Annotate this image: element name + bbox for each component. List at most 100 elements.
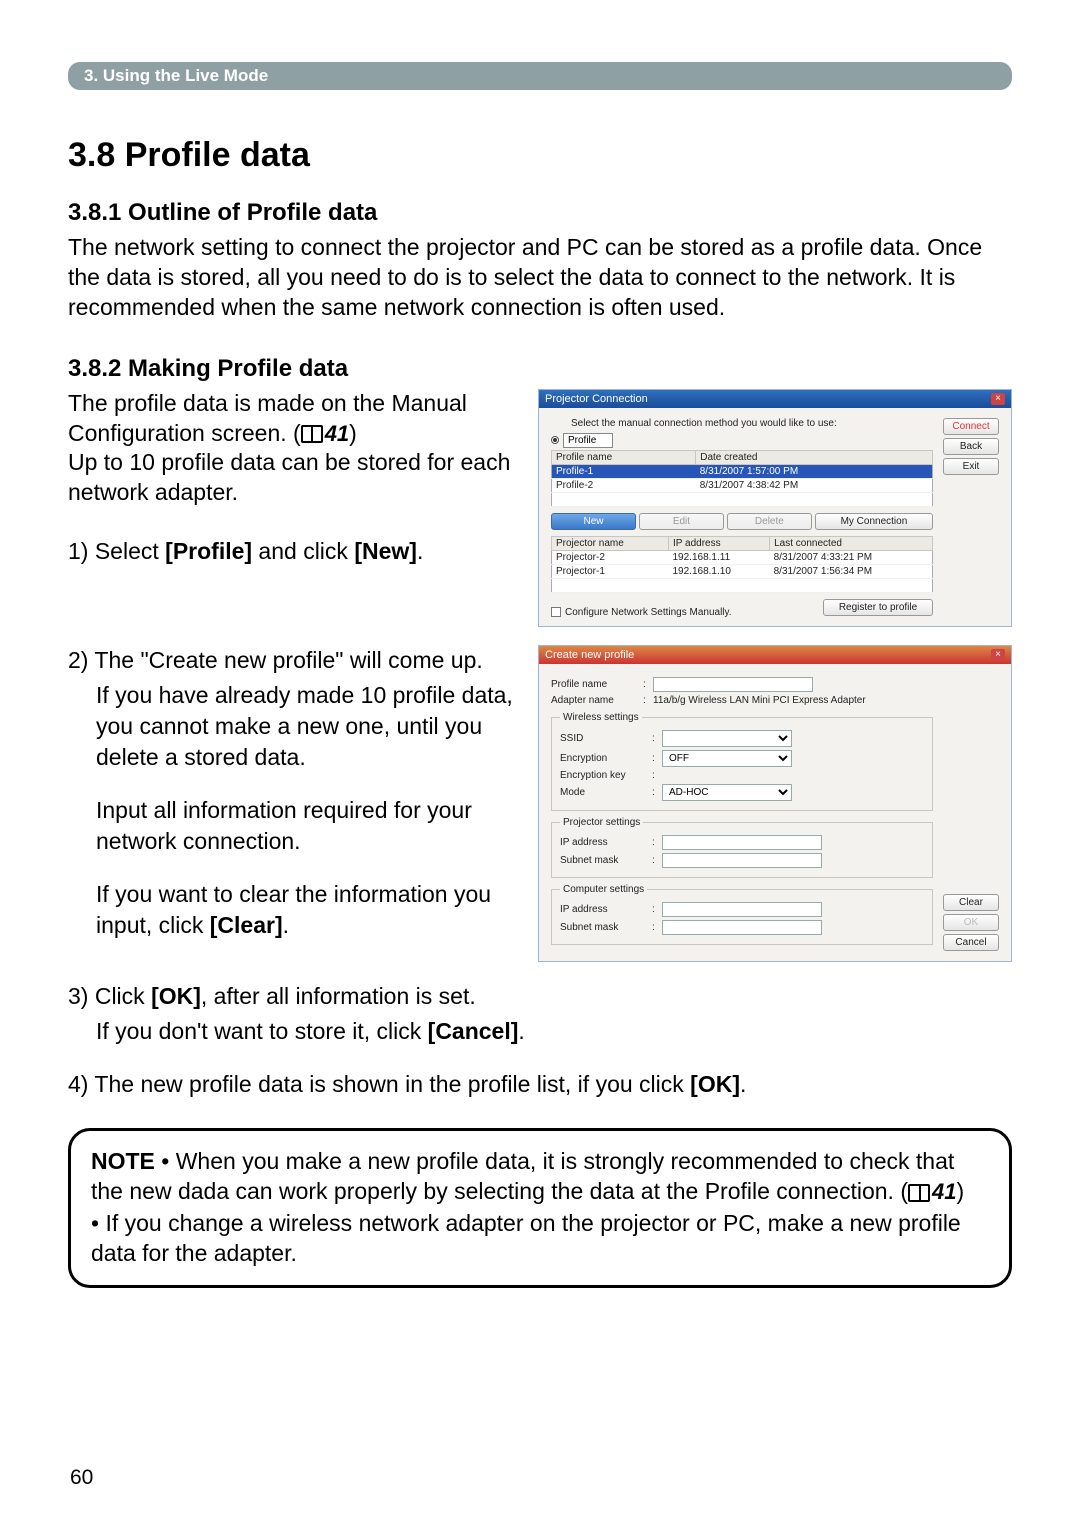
connect-button[interactable]: Connect <box>943 418 999 435</box>
step3-c: , after all information is set. <box>201 983 476 1009</box>
check-label: Configure Network Settings Manually. <box>565 607 732 618</box>
projector-connection-dialog: Projector Connection × Select the manual… <box>538 389 1012 627</box>
comp-ip-input[interactable] <box>662 902 822 917</box>
mode-select[interactable]: AD-HOC <box>662 784 792 801</box>
lbl-enc-key: Encryption key <box>560 770 652 781</box>
table-row[interactable]: Projector-2192.168.1.118/31/2007 4:33:21… <box>552 550 933 564</box>
lbl-ip2: IP address <box>560 904 652 915</box>
proj-subnet-input[interactable] <box>662 853 822 868</box>
dialog1-titlebar: Projector Connection × <box>539 390 1011 408</box>
table-row[interactable]: Profile-18/31/2007 1:57:00 PM <box>552 464 933 478</box>
step1-post: . <box>417 538 423 564</box>
legend-computer: Computer settings <box>560 884 647 895</box>
step3-d: If you don't want to store it, click <box>96 1018 428 1044</box>
step-2: 2) The "Create new profile" will come up… <box>68 645 520 941</box>
cell: 192.168.1.11 <box>669 550 770 564</box>
my-connection-button[interactable]: My Connection <box>815 513 933 530</box>
section-title: 3.8 Profile data <box>68 136 1012 175</box>
create-profile-dialog: Create new profile × Profile name: Adapt… <box>538 645 1012 962</box>
ssid-select[interactable] <box>662 730 792 747</box>
note-text2: • If you change a wireless network adapt… <box>91 1209 989 1269</box>
new-button[interactable]: New <box>551 513 636 530</box>
step-4: 4) The new profile data is shown in the … <box>68 1069 1012 1100</box>
dialog2-title: Create new profile <box>545 649 634 661</box>
computer-group: Computer settings IP address: Subnet mas… <box>551 884 933 945</box>
dialog1-instruction: Select the manual connection method you … <box>571 418 933 429</box>
ref-41: 41 <box>325 421 349 446</box>
cell: Profile-2 <box>552 478 696 492</box>
col-last-connected: Last connected <box>770 536 933 550</box>
proj-ip-input[interactable] <box>662 835 822 850</box>
lbl-subnet: Subnet mask <box>560 855 652 866</box>
step4-a: 4) The new profile data is shown in the … <box>68 1071 690 1097</box>
ref-41b: 41 <box>932 1179 956 1204</box>
profile-input[interactable] <box>563 433 613 448</box>
step2-line1: 2) The "Create new profile" will come up… <box>68 645 520 676</box>
book-icon <box>301 425 323 443</box>
clear-button[interactable]: Clear <box>943 894 999 911</box>
step-3: 3) Click [OK], after all information is … <box>68 981 1012 1047</box>
dialog2-titlebar: Create new profile × <box>539 646 1011 664</box>
step1-new: [New] <box>354 538 417 564</box>
exit-button[interactable]: Exit <box>943 458 999 475</box>
header-bar: 3. Using the Live Mode <box>68 62 1012 90</box>
subsection-1-title: 3.8.1 Outline of Profile data <box>68 199 1012 227</box>
lbl-encryption: Encryption <box>560 753 652 764</box>
lbl-mode: Mode <box>560 787 652 798</box>
cell: 8/31/2007 4:38:42 PM <box>696 478 933 492</box>
edit-button[interactable]: Edit <box>639 513 724 530</box>
back-button[interactable]: Back <box>943 438 999 455</box>
comp-subnet-input[interactable] <box>662 920 822 935</box>
sub2-para1a: The profile data is made on the Manual C… <box>68 390 467 446</box>
subsection-1-text: The network setting to connect the proje… <box>68 233 1012 323</box>
table-row[interactable]: Projector-1192.168.1.108/31/2007 1:56:34… <box>552 564 933 578</box>
close-icon[interactable]: × <box>991 649 1005 661</box>
col-ip: IP address <box>669 536 770 550</box>
register-button[interactable]: Register to profile <box>823 599 933 616</box>
adapter-val: 11a/b/g Wireless LAN Mini PCI Express Ad… <box>653 695 933 706</box>
profile-table: Profile nameDate created Profile-18/31/2… <box>551 450 933 507</box>
lbl-adapter-name: Adapter name <box>551 695 643 706</box>
lbl-ip: IP address <box>560 837 652 848</box>
step3-line2: If you don't want to store it, click [Ca… <box>96 1016 1012 1047</box>
cancel-button[interactable]: Cancel <box>943 934 999 951</box>
checkbox-icon[interactable] <box>551 607 561 617</box>
step4-ok: [OK] <box>690 1071 740 1097</box>
encryption-select[interactable]: OFF <box>662 750 792 767</box>
profile-name-input[interactable] <box>653 677 813 692</box>
cell: 8/31/2007 4:33:21 PM <box>770 550 933 564</box>
ok-button[interactable]: OK <box>943 914 999 931</box>
cell: 192.168.1.10 <box>669 564 770 578</box>
step2-l4c: . <box>283 912 289 938</box>
manual-config-check[interactable]: Configure Network Settings Manually. <box>551 607 823 618</box>
step2-line4: If you want to clear the information you… <box>96 879 520 941</box>
close-icon[interactable]: × <box>991 393 1005 405</box>
table-row[interactable]: Profile-28/31/2007 4:38:42 PM <box>552 478 933 492</box>
col-date-created: Date created <box>696 450 933 464</box>
step2-l4a: If you want to clear the information you… <box>96 881 491 938</box>
sub2-para1b: ) <box>349 420 357 446</box>
col-profile-name: Profile name <box>552 450 696 464</box>
cell: Profile-1 <box>552 464 696 478</box>
note-text1: • When you make a new profile data, it i… <box>91 1148 954 1204</box>
step1-pre: 1) Select <box>68 538 165 564</box>
step2-clear: [Clear] <box>210 912 283 938</box>
step-1: 1) Select [Profile] and click [New]. <box>68 536 520 567</box>
lbl-subnet2: Subnet mask <box>560 922 652 933</box>
col-projector-name: Projector name <box>552 536 669 550</box>
legend-wireless: Wireless settings <box>560 712 642 723</box>
step4-c: . <box>740 1071 746 1097</box>
cell: Projector-1 <box>552 564 669 578</box>
step1-mid: and click <box>252 538 354 564</box>
book-icon <box>908 1184 930 1202</box>
step3-f: . <box>518 1018 524 1044</box>
cell: 8/31/2007 1:56:34 PM <box>770 564 933 578</box>
profile-radio-row[interactable] <box>551 433 933 448</box>
step2-line2: If you have already made 10 profile data… <box>96 680 520 773</box>
delete-button[interactable]: Delete <box>727 513 812 530</box>
radio-dot-icon[interactable] <box>551 436 559 444</box>
sub2-para2: Up to 10 profile data can be stored for … <box>68 448 520 508</box>
step3-ok: [OK] <box>151 983 201 1009</box>
cell: Projector-2 <box>552 550 669 564</box>
wireless-group: Wireless settings SSID: Encryption:OFF E… <box>551 712 933 811</box>
